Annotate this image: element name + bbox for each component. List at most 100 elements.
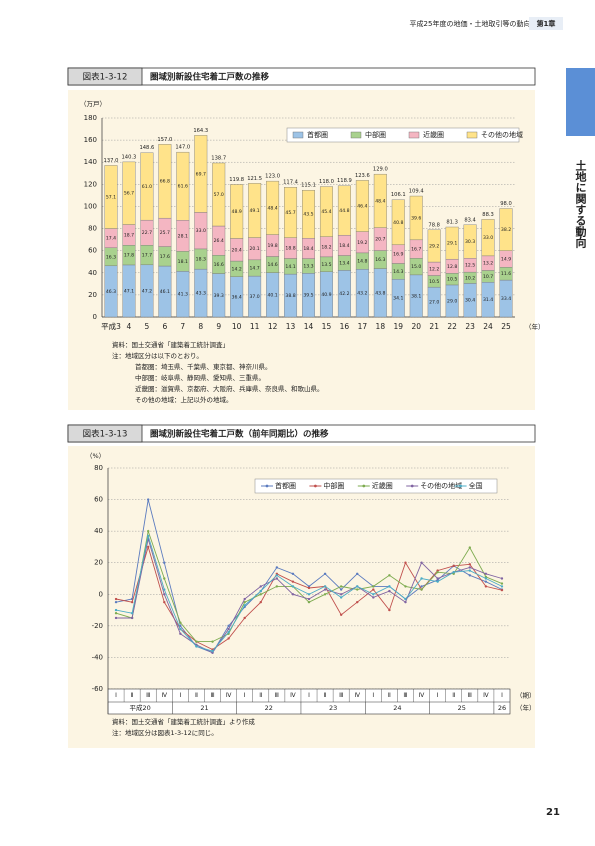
year-label: 23 — [329, 704, 337, 712]
segment-label: 61.0 — [142, 184, 152, 190]
x-tick-label: Ⅱ — [259, 692, 262, 699]
segment-label: 10.5 — [429, 279, 439, 285]
point — [163, 561, 166, 564]
segment-label: 18.2 — [321, 244, 331, 250]
figure-number: 図表1-3-12 — [83, 72, 128, 83]
x-tick-label: Ⅱ — [195, 692, 198, 699]
segment-label: 61.6 — [178, 184, 188, 190]
total-label: 137.0 — [104, 158, 119, 164]
point — [500, 577, 504, 580]
point — [356, 600, 359, 604]
y-tick-label: 80 — [88, 225, 97, 233]
point — [388, 589, 391, 593]
point — [275, 574, 279, 577]
x-tick-label: 9 — [216, 322, 221, 331]
point — [420, 577, 423, 580]
point — [468, 569, 471, 572]
segment-label: 40.8 — [393, 220, 403, 226]
segment-label: 43.5 — [303, 212, 313, 218]
figure-title: 圏域別新設住宅着工戸数（前年同期比）の推移 — [150, 429, 329, 440]
segment-label: 14.8 — [357, 259, 367, 265]
bar-segment — [248, 183, 262, 238]
point — [420, 561, 423, 564]
segment-label: 39.3 — [214, 293, 224, 299]
point — [195, 645, 198, 648]
point — [291, 593, 295, 596]
x-tick-label: 17 — [358, 322, 368, 331]
x-tick-label: Ⅲ — [275, 692, 279, 699]
point — [114, 600, 118, 604]
segment-label: 43.8 — [375, 290, 385, 296]
figure-number: 図表1-3-13 — [83, 429, 128, 440]
point — [468, 563, 471, 566]
point — [114, 616, 118, 620]
legend-swatch — [466, 131, 478, 139]
bar-segment — [319, 186, 333, 237]
x-tick-label: Ⅳ — [162, 692, 168, 699]
point — [163, 593, 166, 596]
point — [291, 580, 295, 583]
year-label: 25 — [458, 704, 466, 712]
point — [130, 612, 134, 615]
legend-label: 中部圏 — [323, 481, 344, 490]
total-label: 138.7 — [211, 155, 226, 161]
point — [339, 596, 343, 599]
segment-label: 18.7 — [124, 232, 134, 238]
segment-label: 30.3 — [465, 239, 475, 245]
point — [114, 612, 118, 615]
x-tick-label: Ⅱ — [388, 692, 391, 699]
side-tab: 土地に関する動向 — [574, 159, 587, 249]
segment-label: 39.5 — [303, 293, 313, 299]
x-tick-label: 平成3 — [101, 321, 121, 331]
segment-label: 10.7 — [483, 274, 493, 280]
x-tick-label: Ⅰ — [308, 692, 310, 699]
segment-label: 39.6 — [411, 215, 421, 221]
point — [436, 580, 439, 583]
x-tick-label: 22 — [447, 322, 457, 331]
segment-label: 66.8 — [160, 179, 170, 185]
total-label: 147.0 — [175, 145, 190, 151]
x-tick-label: 15 — [322, 322, 332, 331]
point — [468, 574, 471, 577]
point — [484, 585, 488, 588]
point — [388, 585, 391, 588]
y-tick-label: 180 — [84, 114, 97, 122]
x-tick-label: Ⅰ — [179, 692, 181, 699]
segment-label: 29.0 — [447, 298, 457, 304]
segment-label: 10.2 — [465, 275, 475, 281]
segment-label: 14.3 — [393, 269, 403, 275]
total-label: 81.3 — [446, 220, 458, 226]
segment-label: 20.4 — [232, 247, 242, 253]
legend-marker — [459, 484, 462, 488]
bar-segment — [373, 173, 387, 228]
segment-label: 17.6 — [160, 254, 170, 260]
page-number: 21 — [546, 807, 560, 818]
segment-label: 12.5 — [465, 263, 475, 269]
segment-label: 15.0 — [411, 264, 421, 270]
point — [227, 630, 230, 634]
point — [404, 597, 407, 601]
x-tick-label: Ⅲ — [468, 692, 472, 699]
note: その他の地域：上記以外の地域。 — [135, 395, 233, 404]
y-tick-label: 140 — [84, 158, 97, 166]
bar-segment — [176, 151, 190, 221]
point — [372, 593, 375, 596]
segment-label: 10.5 — [447, 277, 457, 283]
segment-label: 14.9 — [501, 257, 511, 263]
point — [163, 600, 166, 604]
segment-label: 45.7 — [285, 210, 295, 216]
y-axis-unit: （万戸） — [80, 100, 106, 108]
segment-label: 57.0 — [214, 192, 224, 198]
segment-label: 69.7 — [196, 171, 206, 177]
point — [339, 588, 343, 591]
total-label: 88.3 — [482, 212, 494, 218]
year-label: 22 — [265, 704, 273, 712]
point — [147, 498, 150, 501]
year-label: 21 — [200, 704, 208, 712]
chapter: 第1章 — [537, 19, 556, 28]
point — [179, 627, 182, 631]
point — [372, 588, 375, 591]
point — [323, 588, 327, 591]
total-label: 98.0 — [500, 201, 512, 207]
